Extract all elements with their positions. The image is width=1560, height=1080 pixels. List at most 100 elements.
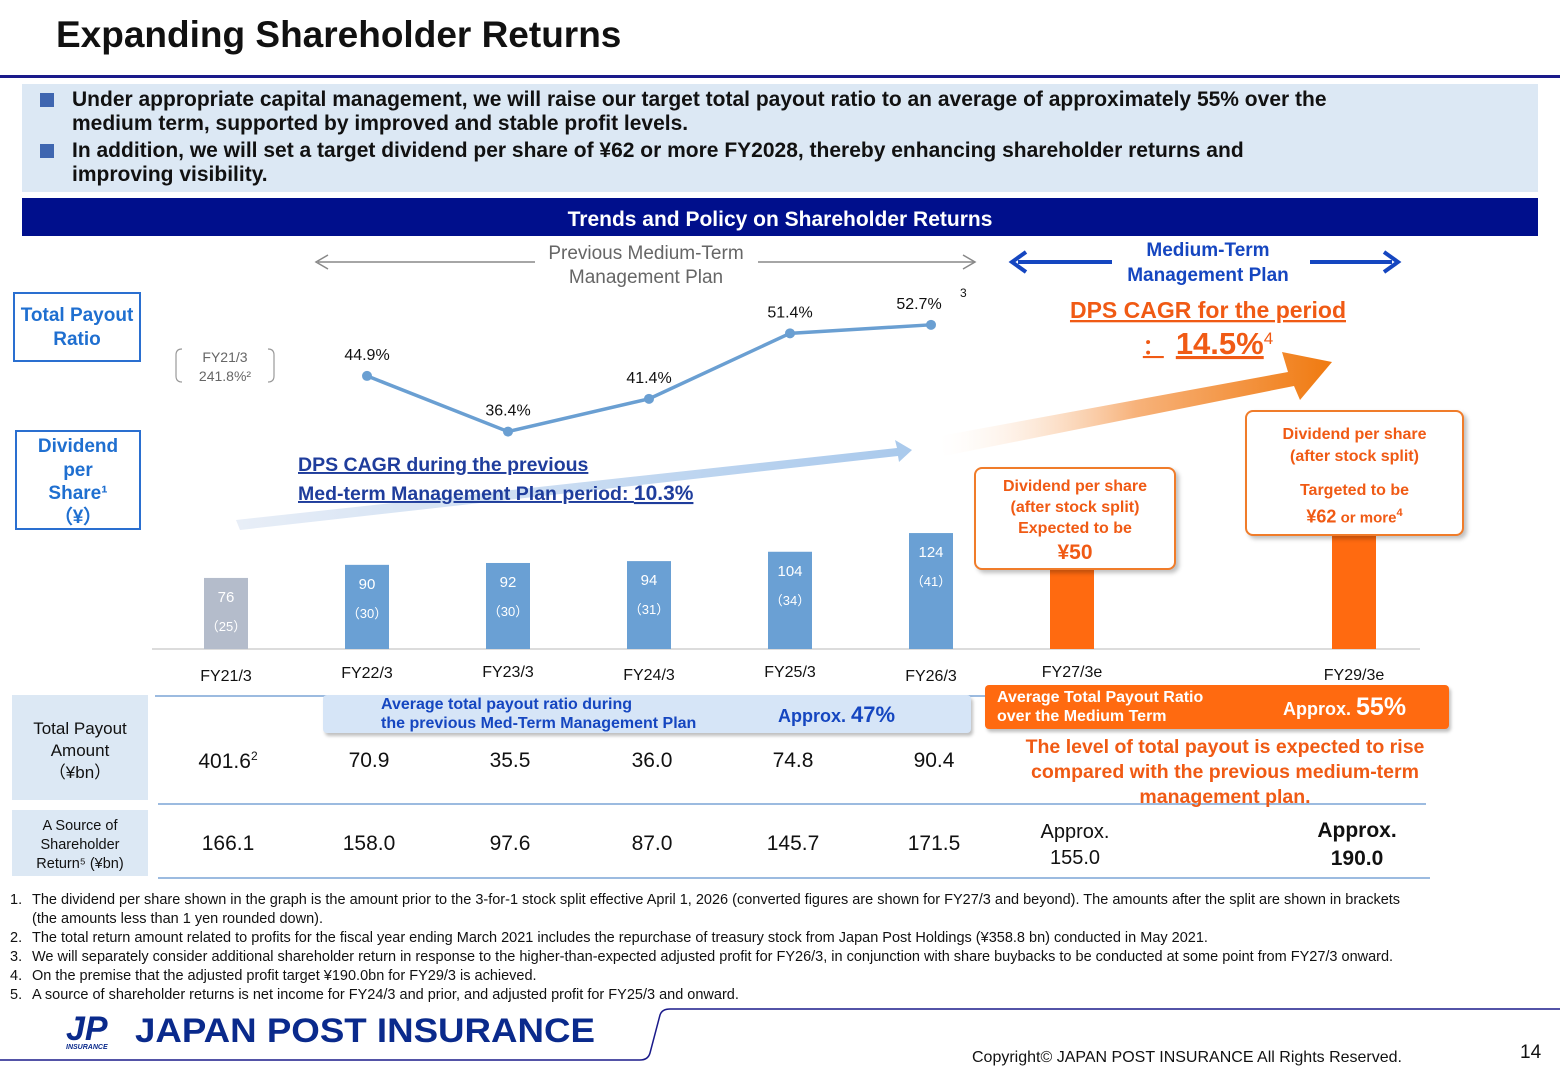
dps-split-label: （34） [770, 593, 810, 608]
footer-rule [0, 1008, 1560, 1061]
fy21-ratio-note-2: 241.8%² [199, 368, 251, 384]
cagr-period-title: DPS CAGR for the period [1070, 297, 1346, 323]
callout-line: Dividend per share [1002, 478, 1148, 495]
source-of-return-label: A Source of Shareholder Return⁵ (¥bn) [12, 810, 148, 876]
cagr-period-colon: ： [1143, 336, 1164, 359]
category-label: FY23/3 [482, 664, 534, 681]
source-return-fy26: 171.5 [907, 832, 961, 855]
payout-ratio-point [926, 319, 936, 330]
jp-logo-icon: JP [66, 1010, 108, 1048]
avg-prev-pct: 47% [851, 702, 896, 727]
summary-bullet-1: Under appropriate capital management, we… [40, 88, 1520, 136]
payout-ratio-point [503, 426, 513, 437]
category-label: FY24/3 [623, 667, 675, 684]
category-label: FY26/3 [905, 668, 957, 685]
footnote-number: 2. [10, 930, 23, 946]
footnote-text: We will separately consider additional s… [32, 949, 1394, 965]
title-divider [0, 75, 1560, 78]
footer-graphic: JP INSURANCE JAPAN POST INSURANCE [0, 1008, 1560, 1061]
fy21-ratio-bracket [175, 348, 275, 383]
row-label-line: Return⁵ (¥bn) [36, 856, 124, 872]
row-label-line: Amount [50, 741, 110, 760]
prev-plan-label-2: Management Plan [569, 267, 723, 288]
level-note: The level of total payout is expected to… [990, 735, 1460, 810]
copyright: Copyright© JAPAN POST INSURANCE All Righ… [972, 1049, 1402, 1066]
callout-line: Targeted to be [1299, 482, 1410, 499]
footnote-text: The dividend per share shown in the grap… [32, 892, 1401, 908]
footnote-1-cont: (the amounts less than 1 yen rounded dow… [10, 910, 1555, 929]
avg-med-term-text: Average Total Payout Ratio over the Medi… [997, 688, 1203, 726]
logo-sub-text: INSURANCE [66, 1044, 108, 1051]
payout-amount-fy22: 70.9 [348, 749, 390, 772]
payout-amount-fy21: 401.62 [168, 749, 288, 774]
category-label: FY29/3e [1324, 667, 1385, 684]
label-line: Ratio [53, 329, 101, 350]
dps-value-label: 90 [359, 576, 376, 593]
label-line: Dividend [37, 436, 119, 457]
cagr-prev-text: Med-term Management Plan period: [298, 483, 634, 505]
cell-line: 190.0 [1330, 847, 1384, 870]
svg-text:JP: JP [66, 1010, 108, 1048]
category-label: FY25/3 [764, 664, 816, 681]
dps-bar [486, 562, 530, 649]
source-return-fy24: 87.0 [631, 832, 673, 855]
cagr-prev-line-2: Med-term Management Plan period: 10.3% [298, 482, 694, 505]
shareholder-returns-chart: Previous Medium-Term Management Plan Med… [152, 240, 1420, 685]
avg-prev-plan-box: Average total payout ratio during the pr… [323, 695, 971, 733]
label-line: Share¹ [48, 483, 108, 504]
level-note-line: compared with the previous medium-term [1031, 761, 1419, 783]
label-line: Total Payout [20, 305, 134, 326]
row-label-line: （¥bn） [48, 763, 112, 782]
cell-line: Approx. [1040, 821, 1110, 843]
cell-line: 155.0 [1049, 847, 1101, 869]
payout-ratio-point [362, 370, 372, 381]
payout-ratio-label: 44.9% [344, 347, 389, 364]
avg-prev-plan-value: Approx. 47% [778, 702, 895, 728]
source-return-fy25: 145.7 [766, 832, 820, 855]
dps-split-label: （31） [629, 602, 669, 617]
dps-split-label: （30） [347, 606, 387, 621]
category-axis: FY21/3 FY22/3 FY23/3 FY24/3 FY25/3 FY26/3 FY27… [200, 664, 1384, 685]
footnote-5: 5. A source of shareholder returns is net… [10, 986, 1555, 1005]
row-label-line: Shareholder [40, 837, 120, 853]
page-number: 14 [1520, 1042, 1542, 1063]
dps-value-label: 104 [777, 563, 802, 580]
payout-ratio-point [644, 393, 654, 404]
callout-fy27-dps: Dividend per share (after stock split) E… [974, 467, 1176, 570]
payout-amount-fy24: 36.0 [631, 749, 673, 772]
source-return-fy22: 158.0 [342, 832, 396, 855]
cell-sup: 2 [250, 749, 258, 763]
avg-prev-line: Average total payout ratio during [381, 696, 632, 713]
label-line: per [63, 459, 93, 481]
dps-split-label: （41） [911, 574, 951, 589]
callout-line: (after stock split) [1290, 448, 1419, 465]
avg-med-line: over the Medium Term [997, 708, 1167, 725]
footnotes: 1. The dividend per share shown in the gr… [10, 891, 1555, 1005]
cagr-prev-value: 10.3% [634, 482, 694, 505]
total-payout-ratio-label: Total Payout Ratio [13, 292, 141, 362]
footnote-4: 4. On the premise that the adjusted profi… [10, 967, 1555, 986]
category-label: FY22/3 [341, 665, 393, 682]
dps-value-label: 124 [918, 544, 943, 561]
footnote-text: The total return amount related to profi… [32, 930, 1208, 946]
source-return-fy27: Approx. 155.0 [1015, 819, 1135, 871]
payout-ratio-label: 36.4% [485, 403, 530, 420]
footnote-text: (the amounts less than 1 yen rounded dow… [32, 911, 323, 927]
bullet-square-icon [40, 93, 54, 107]
bullet-1-line-1: Under appropriate capital management, we… [72, 88, 1327, 111]
previous-plan-arrow [314, 254, 977, 270]
footnote-number: 1. [10, 892, 23, 908]
callout-fy29-sup: 4 [1396, 507, 1403, 519]
bullet-2-line-1: In addition, we will set a target divide… [72, 139, 1244, 162]
source-return-fy29: Approx. 190.0 [1297, 817, 1417, 873]
payout-ratio-label: 41.4% [626, 370, 671, 387]
level-note-line: The level of total payout is expected to… [1025, 736, 1425, 758]
row-label-line: A Source of [42, 818, 118, 834]
bullet-square-icon [40, 144, 54, 158]
category-label: FY21/3 [200, 668, 252, 685]
cagr-period-sup: 4 [1264, 329, 1273, 348]
dps-value-label: 94 [641, 572, 658, 589]
callout-fy27-value: ¥50 [1057, 541, 1093, 564]
footnote-3: 3. We will separately consider additional… [10, 948, 1555, 967]
dividend-per-share-label: Dividend per Share¹ （¥） [15, 430, 141, 530]
